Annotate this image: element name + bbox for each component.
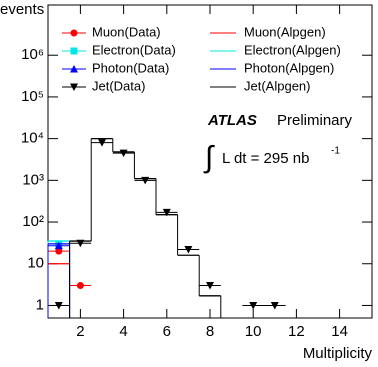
atlas-label: ATLAS — [207, 112, 257, 129]
data-point — [184, 245, 193, 254]
y-tick-label: 10⁵ — [21, 88, 44, 105]
legend-label: Electron(Alpgen) — [244, 42, 341, 57]
data-point — [206, 282, 214, 290]
legend-label: Photon(Alpgen) — [244, 60, 334, 75]
legend-label: Muon(Data) — [92, 24, 161, 39]
x-axis-label: Multiplicity — [303, 345, 373, 362]
legend-label: Photon(Data) — [92, 60, 169, 75]
data-point — [76, 282, 84, 290]
data-point — [162, 208, 171, 217]
luminosity-exponent: -1 — [331, 146, 340, 157]
y-tick-label: 10⁴ — [21, 130, 44, 147]
y-tick-label: 10³ — [22, 171, 44, 188]
luminosity-label: L dt = 295 nb — [222, 150, 309, 167]
x-tick-label: 6 — [163, 323, 171, 340]
legend-label: Electron(Data) — [92, 42, 176, 57]
y-axis-label: events — [0, 1, 44, 18]
y-tick-label: 10² — [22, 213, 44, 230]
legend-label: Jet(Data) — [92, 78, 145, 93]
preliminary-label: Preliminary — [277, 112, 353, 129]
y-tick-label: 10⁶ — [21, 46, 44, 63]
data-point — [54, 241, 63, 250]
x-tick-label: 10 — [245, 323, 262, 340]
y-tick-label: 1 — [36, 296, 44, 313]
legend-label: Jet(Alpgen) — [244, 78, 310, 93]
y-tick-label: 10 — [27, 255, 44, 272]
data-point — [98, 139, 106, 147]
legend-marker — [70, 47, 78, 55]
data-point — [270, 301, 279, 310]
x-tick-label: 2 — [76, 323, 84, 340]
x-tick-label: 12 — [288, 323, 305, 340]
legend-marker — [70, 29, 78, 37]
legend-label: Muon(Alpgen) — [244, 24, 326, 39]
legend-marker — [70, 83, 78, 91]
data-point — [249, 301, 258, 310]
data-point — [54, 301, 63, 310]
legend-marker — [70, 65, 78, 73]
x-tick-label: 14 — [331, 323, 348, 340]
data-point — [55, 247, 63, 255]
x-tick-label: 8 — [206, 323, 214, 340]
integral-sign: ∫ — [203, 141, 215, 174]
x-tick-label: 4 — [119, 323, 127, 340]
